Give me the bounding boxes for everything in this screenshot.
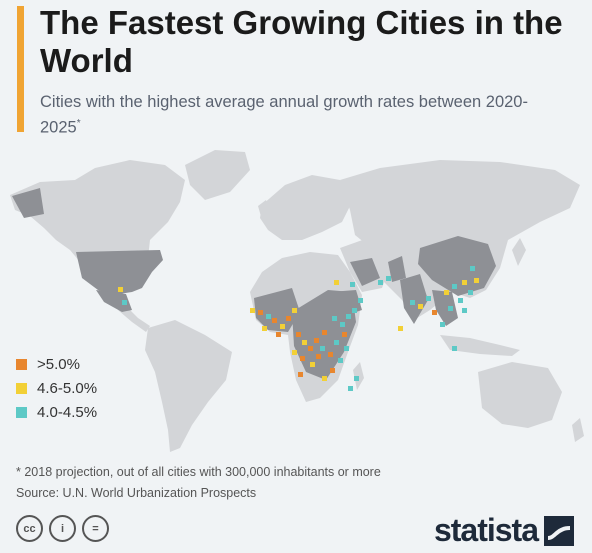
legend-label: 4.6-5.0% bbox=[37, 379, 98, 397]
city-marker bbox=[448, 306, 453, 311]
page-title: The Fastest Growing Cities in the World bbox=[40, 4, 563, 79]
city-marker bbox=[328, 352, 333, 357]
indonesia bbox=[440, 335, 520, 356]
city-marker bbox=[410, 300, 415, 305]
legend-swatch bbox=[16, 382, 27, 394]
footnote: * 2018 projection, out of all cities wit… bbox=[16, 462, 576, 504]
city-marker bbox=[322, 376, 327, 381]
legend-swatch bbox=[16, 358, 27, 370]
statista-logo[interactable]: statista bbox=[434, 512, 574, 549]
city-marker bbox=[298, 372, 303, 377]
city-marker bbox=[386, 276, 391, 281]
city-marker bbox=[332, 316, 337, 321]
city-marker bbox=[118, 287, 123, 292]
city-marker bbox=[358, 298, 363, 303]
southeast-asia bbox=[432, 290, 458, 326]
city-marker bbox=[308, 346, 313, 351]
city-marker bbox=[462, 308, 467, 313]
city-marker bbox=[310, 362, 315, 367]
city-marker bbox=[340, 322, 345, 327]
europe bbox=[260, 175, 352, 240]
legend-item-over-5: >5.0% bbox=[16, 352, 97, 376]
city-marker bbox=[348, 386, 353, 391]
alaska bbox=[12, 188, 44, 218]
japan bbox=[512, 238, 526, 266]
city-marker bbox=[272, 318, 277, 323]
city-marker bbox=[292, 308, 297, 313]
legend-label: 4.0-4.5% bbox=[37, 403, 98, 421]
city-marker bbox=[350, 282, 355, 287]
city-marker bbox=[468, 290, 473, 295]
city-marker bbox=[300, 356, 305, 361]
city-marker bbox=[292, 350, 297, 355]
australia bbox=[478, 362, 562, 428]
legend: >5.0% 4.6-5.0% 4.0-4.5% bbox=[16, 352, 97, 424]
brand-name: statista bbox=[433, 512, 539, 548]
city-marker bbox=[462, 280, 467, 285]
city-marker bbox=[470, 266, 475, 271]
city-marker bbox=[276, 332, 281, 337]
uk bbox=[258, 200, 270, 220]
new-zealand bbox=[572, 418, 584, 442]
city-marker bbox=[444, 290, 449, 295]
mexico bbox=[96, 290, 132, 312]
greenland bbox=[185, 150, 250, 200]
license-icons: cc i = bbox=[16, 515, 115, 542]
no-derivatives-icon[interactable]: = bbox=[82, 515, 109, 542]
city-marker bbox=[280, 324, 285, 329]
creative-commons-icon[interactable]: cc bbox=[16, 515, 43, 542]
usa bbox=[76, 250, 163, 295]
city-marker bbox=[266, 314, 271, 319]
city-marker bbox=[334, 280, 339, 285]
title-accent-bar bbox=[17, 6, 24, 132]
city-marker bbox=[122, 300, 127, 305]
city-marker bbox=[286, 316, 291, 321]
city-marker bbox=[432, 310, 437, 315]
city-marker bbox=[314, 338, 319, 343]
city-marker bbox=[302, 340, 307, 345]
city-marker bbox=[338, 358, 343, 363]
city-marker bbox=[352, 308, 357, 313]
city-marker bbox=[258, 310, 263, 315]
saudi-arabia bbox=[350, 258, 380, 286]
city-marker bbox=[398, 326, 403, 331]
south-america bbox=[145, 320, 232, 452]
city-marker bbox=[452, 284, 457, 289]
city-marker bbox=[426, 296, 431, 301]
city-marker bbox=[346, 314, 351, 319]
city-marker bbox=[322, 330, 327, 335]
source-text: Source: U.N. World Urbanization Prospect… bbox=[16, 486, 257, 500]
city-marker bbox=[330, 368, 335, 373]
city-marker bbox=[418, 304, 423, 309]
city-marker bbox=[440, 322, 445, 327]
city-marker bbox=[316, 354, 321, 359]
city-marker bbox=[250, 308, 255, 313]
pakistan bbox=[388, 256, 406, 282]
subtitle: Cities with the highest average annual g… bbox=[40, 93, 528, 137]
legend-swatch bbox=[16, 406, 27, 418]
statista-mark-icon bbox=[544, 515, 574, 546]
attribution-icon[interactable]: i bbox=[49, 515, 76, 542]
india bbox=[400, 274, 428, 324]
city-marker bbox=[296, 332, 301, 337]
city-marker bbox=[344, 346, 349, 351]
city-marker bbox=[458, 298, 463, 303]
legend-item-4-6-to-5: 4.6-5.0% bbox=[16, 376, 97, 400]
legend-item-4-to-4-5: 4.0-4.5% bbox=[16, 400, 97, 424]
city-markers bbox=[118, 266, 479, 391]
city-marker bbox=[342, 332, 347, 337]
city-marker bbox=[474, 278, 479, 283]
city-marker bbox=[320, 346, 325, 351]
city-marker bbox=[378, 280, 383, 285]
city-marker bbox=[334, 340, 339, 345]
footnote-text: * 2018 projection, out of all cities wit… bbox=[16, 465, 381, 479]
world-map bbox=[10, 150, 584, 452]
city-marker bbox=[452, 346, 457, 351]
city-marker bbox=[262, 326, 267, 331]
legend-label: >5.0% bbox=[37, 355, 80, 373]
city-marker bbox=[354, 376, 359, 381]
